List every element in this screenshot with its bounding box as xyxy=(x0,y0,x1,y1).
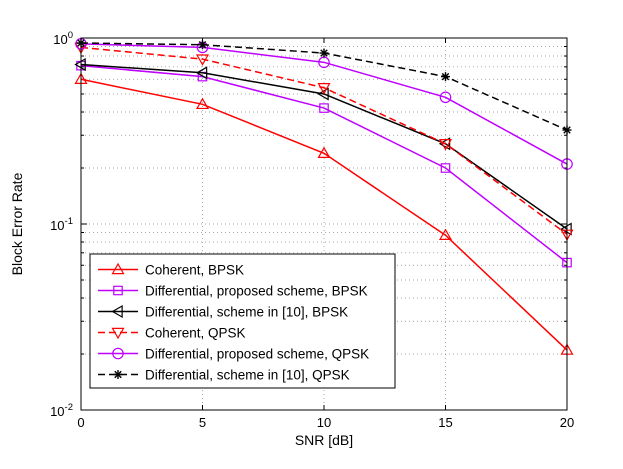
y-tick-label: 10-2 xyxy=(50,402,73,419)
data-point xyxy=(439,91,452,104)
plot-frame xyxy=(80,37,568,411)
legend-label: Differential, proposed scheme, BPSK xyxy=(145,284,368,299)
legend-box xyxy=(89,253,396,389)
y-tick-label: 10-1 xyxy=(50,216,73,233)
legend-label: Differential, scheme in [10], QPSK xyxy=(145,368,350,383)
data-point xyxy=(317,83,331,95)
legend-item: Differential, proposed scheme, BPSK xyxy=(98,284,368,299)
legend-label: Coherent, BPSK xyxy=(145,263,244,278)
series-line xyxy=(80,46,568,235)
data-point xyxy=(195,97,210,110)
y-tick-label: 100 xyxy=(53,30,73,47)
y-axis-label: Block Error Rate xyxy=(9,172,25,275)
legend-item: Differential, proposed scheme, QPSK xyxy=(98,347,369,362)
data-point xyxy=(319,103,329,113)
data-point xyxy=(560,222,572,236)
legend-marker xyxy=(113,285,123,296)
data-point xyxy=(74,58,86,72)
data-point xyxy=(195,66,208,80)
data-point xyxy=(438,137,451,151)
data-point xyxy=(198,40,207,50)
legend-marker xyxy=(112,347,124,360)
legend-marker xyxy=(111,327,125,340)
x-tick-label: 0 xyxy=(77,415,84,430)
x-tick-label: 20 xyxy=(560,415,574,430)
data-point xyxy=(195,54,210,66)
legend-label: Coherent, QPSK xyxy=(145,326,246,341)
series-line xyxy=(80,64,568,264)
legend-label: Differential, proposed scheme, QPSK xyxy=(145,347,369,362)
legend-item: Differential, scheme in [10], QPSK xyxy=(98,368,350,383)
data-point xyxy=(438,139,453,151)
legend-label: Differential, scheme in [10], BPSK xyxy=(145,305,348,320)
x-tick-label: 10 xyxy=(317,415,331,430)
series-line xyxy=(80,43,568,165)
data-point xyxy=(319,48,329,58)
data-point xyxy=(441,72,450,82)
data-point xyxy=(438,228,453,240)
legend-marker xyxy=(111,262,125,275)
legend-item: Differential, scheme in [10], BPSK xyxy=(98,305,348,320)
legend-item: Coherent, BPSK xyxy=(98,263,244,278)
x-tick-label: 15 xyxy=(438,415,452,430)
legend-marker xyxy=(113,370,123,379)
x-axis-label: SNR [dB] xyxy=(295,432,353,448)
series-1 xyxy=(74,72,574,355)
data-point xyxy=(317,146,331,159)
axis-labels: SNR [dB] Block Error Rate xyxy=(9,172,353,448)
series-line xyxy=(80,78,568,351)
legend-marker xyxy=(111,304,123,319)
data-point xyxy=(440,163,451,173)
legend: Coherent, BPSK Differential, proposed sch… xyxy=(89,253,396,389)
legend-item: Coherent, QPSK xyxy=(98,326,246,341)
x-tick-label: 5 xyxy=(199,415,206,430)
